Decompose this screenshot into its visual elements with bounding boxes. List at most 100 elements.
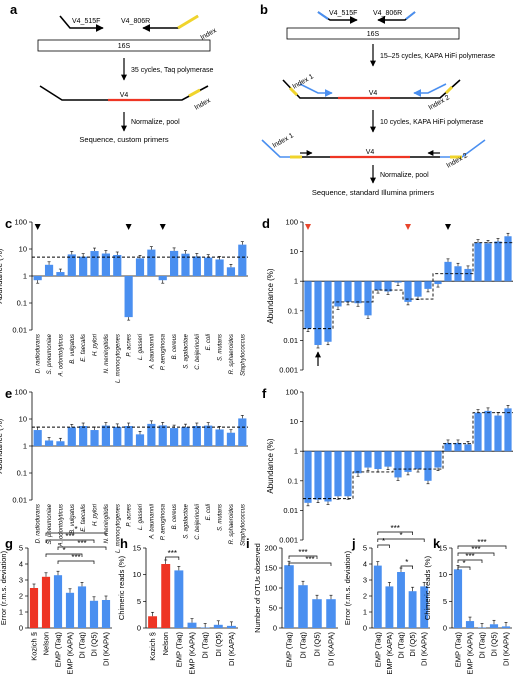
index-tag: [177, 14, 199, 30]
bar: [41, 576, 51, 628]
bar: [158, 276, 167, 281]
panel-label-h: h: [120, 536, 128, 551]
significance-bracket: [457, 552, 495, 556]
bar: [397, 572, 405, 628]
x-category-label: EMP (Taq): [285, 632, 294, 668]
bar: [192, 426, 201, 446]
x-category-label: EMP (KAPA): [466, 632, 475, 675]
significance-label: *: [74, 525, 77, 534]
bar: [90, 430, 99, 446]
y-tick-label: 50: [269, 604, 277, 613]
x-category-label: DI (KAPA): [420, 632, 429, 667]
significance-bracket: [377, 544, 390, 548]
step-label: Sequence, standard Illumina primers: [312, 188, 434, 197]
bar: [474, 412, 482, 452]
significance-label: ***: [65, 532, 74, 541]
significance-label: *: [399, 531, 402, 540]
bar: [67, 427, 76, 446]
panel-label-g: g: [5, 536, 13, 551]
significance-label: *: [405, 558, 408, 567]
adapter-tag: [405, 11, 416, 20]
panel-label-j: j: [351, 536, 356, 551]
y-tick-label: 15: [439, 544, 447, 553]
index-2-label: Index 2: [428, 94, 451, 112]
bar: [334, 451, 342, 497]
x-category-label: L. monocytogenes: [115, 504, 121, 553]
bar: [187, 622, 197, 628]
bar: [344, 281, 352, 302]
bar: [494, 415, 502, 452]
bar: [204, 425, 213, 446]
y-axis-label: Chimeric reads (%): [117, 555, 126, 620]
x-category-label: DI (Taq): [201, 631, 210, 658]
adapter-tag: [317, 11, 329, 20]
bar: [324, 281, 332, 342]
x-category-label: C. beijerinckii: [195, 333, 201, 369]
y-tick-label: 10: [290, 417, 298, 426]
bar: [284, 565, 294, 628]
chart-panel-f: 100 10 1 0.1 0.01 0.001 Abundance (%): [266, 388, 513, 545]
y-tick-label: 0.001: [279, 366, 298, 375]
x-category-label: D. radiodurans: [36, 334, 42, 373]
gene-label: 16S: [367, 31, 380, 38]
significance-bracket: [57, 560, 95, 564]
bar: [101, 253, 110, 276]
outlier-marker-triangle: [305, 224, 311, 230]
chart-panel-h: 0 5 10 15 Chimeric reads (%) Kozich § Nelson EM…: [117, 544, 238, 675]
x-category-label: DI (Taq): [397, 631, 406, 658]
x-category-label: N. meningitidis: [104, 334, 110, 373]
significance-label: ***: [168, 549, 177, 558]
bar: [504, 408, 512, 452]
primer-reverse-label: V4_806R: [121, 18, 150, 25]
x-category-label: DI (Taq): [78, 631, 87, 658]
x-category-label: L. monocytogenes: [115, 334, 121, 383]
v4-label: V4: [366, 149, 375, 156]
step-label: Normalize, pool: [131, 119, 180, 126]
y-axis-label: Abundance (%): [266, 268, 275, 323]
bar: [158, 425, 167, 446]
bar: [113, 254, 122, 276]
bar: [124, 276, 133, 318]
significance-label: *: [382, 537, 385, 546]
step-label: Normalize, pool: [380, 172, 429, 179]
y-tick-label: 3: [19, 576, 23, 585]
bar: [79, 256, 88, 276]
y-tick-label: 1: [363, 608, 367, 617]
significance-bracket: [45, 539, 95, 543]
bar: [238, 244, 247, 276]
significance-bracket: [457, 559, 483, 563]
significance-bracket: [400, 565, 413, 569]
panel-label-i: i: [246, 536, 250, 551]
y-tick-label: 0.1: [17, 299, 27, 308]
y-tick-label: 5: [137, 597, 141, 606]
y-tick-label: 1: [294, 277, 298, 286]
y-tick-label: 2: [19, 592, 23, 601]
y-tick-label: 4: [19, 560, 23, 569]
x-category-label: P. acnes: [127, 504, 133, 527]
bar: [354, 451, 362, 474]
x-category-label: DI (KAPA): [227, 632, 236, 667]
significance-label: ***: [298, 548, 307, 557]
bar: [364, 281, 372, 316]
v4-label: V4: [120, 92, 129, 99]
x-category-label: Kozich §: [148, 632, 157, 661]
x-category-label: DI (Taq): [299, 631, 308, 658]
y-tick-label: 1: [23, 442, 27, 451]
y-axis-label: Error (r.m.s. deviation): [0, 550, 8, 625]
significance-bracket: [45, 532, 107, 536]
bar: [215, 259, 224, 276]
bar: [374, 281, 382, 291]
bar: [408, 591, 417, 628]
bar: [174, 570, 184, 628]
y-tick-label: 5: [19, 544, 23, 553]
index-tag: [444, 85, 454, 95]
x-category-label: A. odontolyticus: [58, 504, 64, 547]
bar: [464, 444, 472, 452]
bar: [33, 276, 42, 281]
significance-bracket: [457, 566, 471, 570]
bar: [404, 451, 412, 472]
y-tick-label: 100: [285, 218, 298, 227]
bar: [226, 432, 236, 446]
significance-label: *: [62, 546, 65, 555]
